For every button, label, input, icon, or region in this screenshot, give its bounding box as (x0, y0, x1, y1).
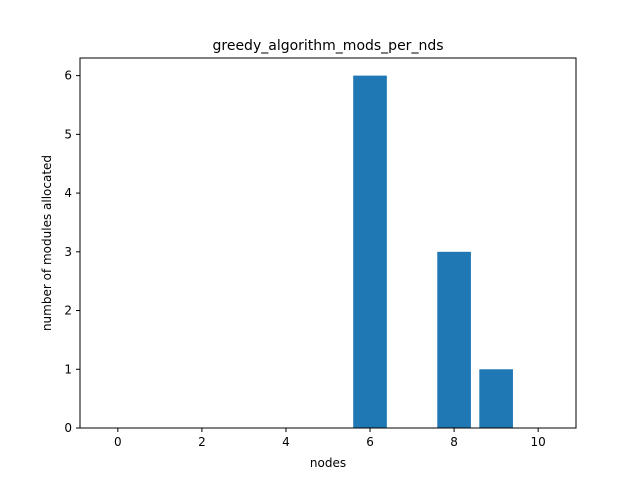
y-tick-label: 5 (64, 127, 72, 141)
y-tick-label: 4 (64, 186, 72, 200)
y-tick-label: 6 (64, 69, 72, 83)
bar-node-6 (353, 75, 387, 428)
y-tick-label: 0 (64, 421, 72, 435)
y-tick-label: 3 (64, 245, 72, 259)
y-axis-ticks: 0 1 2 3 4 5 6 (64, 69, 80, 435)
x-axis-label: nodes (310, 456, 346, 470)
bar-node-8 (437, 251, 471, 428)
bars-group (353, 75, 513, 428)
x-tick-label: 4 (282, 435, 290, 449)
plot-frame (79, 57, 577, 429)
y-tick-label: 2 (64, 304, 72, 318)
x-axis-ticks: 0 2 4 6 8 10 (114, 428, 546, 449)
x-tick-label: 10 (531, 435, 546, 449)
chart-title: greedy_algorithm_mods_per_nds (213, 38, 444, 54)
y-tick-label: 1 (64, 362, 72, 376)
bar-node-9 (479, 369, 513, 428)
x-tick-label: 0 (114, 435, 122, 449)
y-axis-label: number of modules allocated (40, 155, 54, 331)
x-tick-label: 6 (366, 435, 374, 449)
x-tick-label: 2 (198, 435, 206, 449)
x-tick-label: 8 (450, 435, 458, 449)
